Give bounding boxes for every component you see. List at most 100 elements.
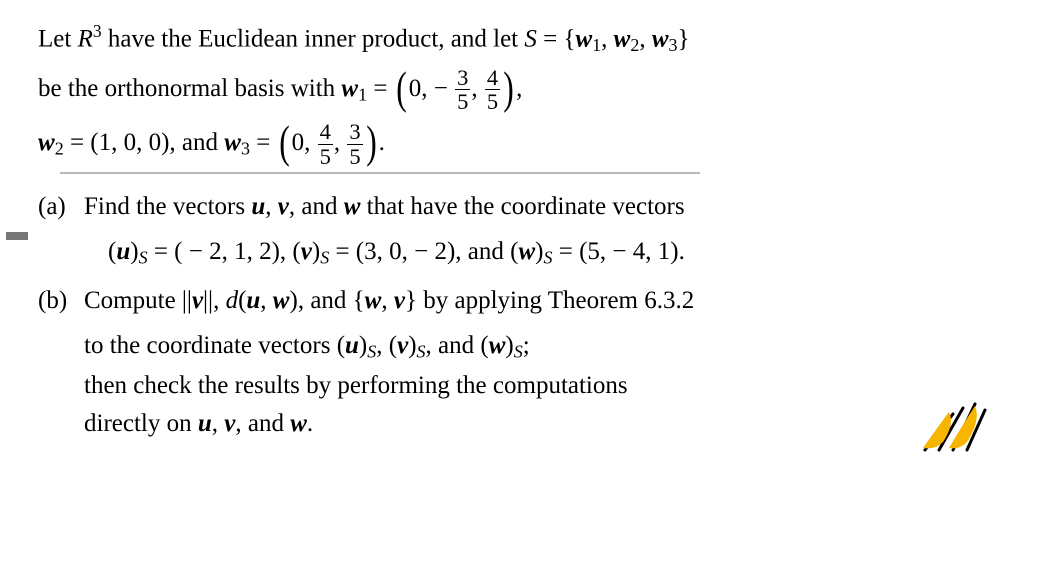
sup-3: 3 [93, 21, 102, 41]
vec-u: u [345, 332, 359, 359]
eq: = [329, 238, 356, 265]
txt: directly on [84, 410, 198, 437]
po: ( [292, 238, 300, 265]
w: w [575, 25, 592, 52]
ang-close: } [405, 287, 417, 314]
vec-u: u [116, 238, 130, 265]
txt: be the orthonormal basis with [38, 75, 341, 102]
and: , and [235, 410, 290, 437]
c: , [381, 287, 394, 314]
dot: . [379, 129, 385, 156]
part-a: (a) Find the vectors u, v, and w that ha… [38, 188, 1019, 272]
and: , and [289, 193, 344, 220]
po: ( [480, 332, 488, 359]
vec-u: u [246, 287, 260, 314]
eq: = [537, 25, 564, 52]
vec-w: w [273, 287, 290, 314]
norm-close: || [203, 287, 213, 314]
and: , and [298, 287, 353, 314]
corner-doodle-icon [905, 394, 993, 452]
pc: ) [505, 332, 513, 359]
part-a-line2: (u)S = ( − 2, 1, 2), (v)S = (3, 0, − 2),… [84, 233, 1019, 272]
eq: = [148, 238, 175, 265]
vec-u: u [251, 193, 265, 220]
eq: = [367, 75, 394, 102]
pc: ) [535, 238, 543, 265]
po: ( [337, 332, 345, 359]
vec-w: w [518, 238, 535, 265]
dot: . [307, 410, 313, 437]
comma: , [471, 75, 484, 102]
txt: Compute [84, 287, 182, 314]
dot: . [679, 238, 685, 265]
w: w [652, 25, 669, 52]
pc: ) [408, 332, 416, 359]
part-b: (b) Compute ||v||, d(u, w), and {w, v} b… [38, 282, 1019, 444]
paren-close: ) [503, 68, 514, 109]
txt: Find the vectors [84, 193, 251, 220]
left-marker [6, 232, 28, 240]
minus: − [434, 75, 454, 102]
pc: ) [130, 238, 138, 265]
w: w [341, 75, 358, 102]
intro-line-1: Let R3 have the Euclidean inner product,… [38, 18, 1019, 60]
sub-S: S [544, 247, 553, 267]
part-b-line3: then check the results by performing the… [84, 367, 1019, 406]
comma: , [334, 129, 347, 156]
vec-w: w [365, 287, 382, 314]
brace-open: { [563, 25, 575, 52]
pc: ) [312, 238, 320, 265]
c: , [376, 332, 389, 359]
zero: 0 [292, 129, 305, 156]
v-tuple: (3, 0, − 2) [356, 238, 456, 265]
sub1: 1 [358, 84, 367, 104]
eq: = [250, 129, 277, 156]
sub1: 1 [592, 35, 601, 55]
w-tuple: (5, − 4, 1) [579, 238, 679, 265]
sub2: 2 [630, 35, 639, 55]
brace-close: } [678, 25, 690, 52]
txt: to the coordinate vectors [84, 332, 337, 359]
po: ( [389, 332, 397, 359]
frac-3-5: 35 [347, 120, 362, 168]
sub3: 3 [669, 35, 678, 55]
vec-v: v [192, 287, 203, 314]
vec-v: v [224, 410, 235, 437]
intro-line-2: be the orthonormal basis with w1 = (0, −… [38, 66, 1019, 114]
vec-v: v [278, 193, 289, 220]
part-a-body: Find the vectors u, v, and w that have t… [84, 188, 1019, 272]
comma: , [304, 129, 317, 156]
txt: by applying Theorem 6.3.2 [417, 287, 694, 314]
txt: Let [38, 25, 78, 52]
sub2: 2 [55, 138, 64, 158]
sub3: 3 [241, 138, 250, 158]
vec-v: v [301, 238, 312, 265]
vec-v: v [397, 332, 408, 359]
part-b-line2: to the coordinate vectors (u)S, (v)S, an… [84, 327, 1019, 366]
vec-w: w [290, 410, 307, 437]
c: , [265, 193, 278, 220]
w: w [38, 129, 55, 156]
part-b-label: (b) [38, 282, 84, 444]
sub-S: S [139, 247, 148, 267]
intro-line-3: w2 = (1, 0, 0), and w3 = (0, 45, 35). [38, 120, 1019, 174]
part-b-line4: directly on u, v, and w. [84, 405, 1019, 444]
pc: ) [289, 287, 297, 314]
w: w [614, 25, 631, 52]
comma: , [516, 75, 522, 102]
frac-4-5: 45 [318, 120, 333, 168]
and: and [438, 332, 480, 359]
paren-open: ( [279, 122, 290, 163]
sub-S: S [367, 342, 376, 362]
frac-3-5: 35 [455, 66, 470, 114]
u-tuple: ( − 2, 1, 2) [174, 238, 280, 265]
eq: = [553, 238, 580, 265]
c: , [260, 287, 273, 314]
and: , and [455, 238, 510, 265]
vec-v: v [394, 287, 405, 314]
set-S: S [524, 25, 537, 52]
pc: ) [359, 332, 367, 359]
w: w [224, 129, 241, 156]
norm-open: || [182, 287, 192, 314]
sub-S: S [320, 247, 329, 267]
